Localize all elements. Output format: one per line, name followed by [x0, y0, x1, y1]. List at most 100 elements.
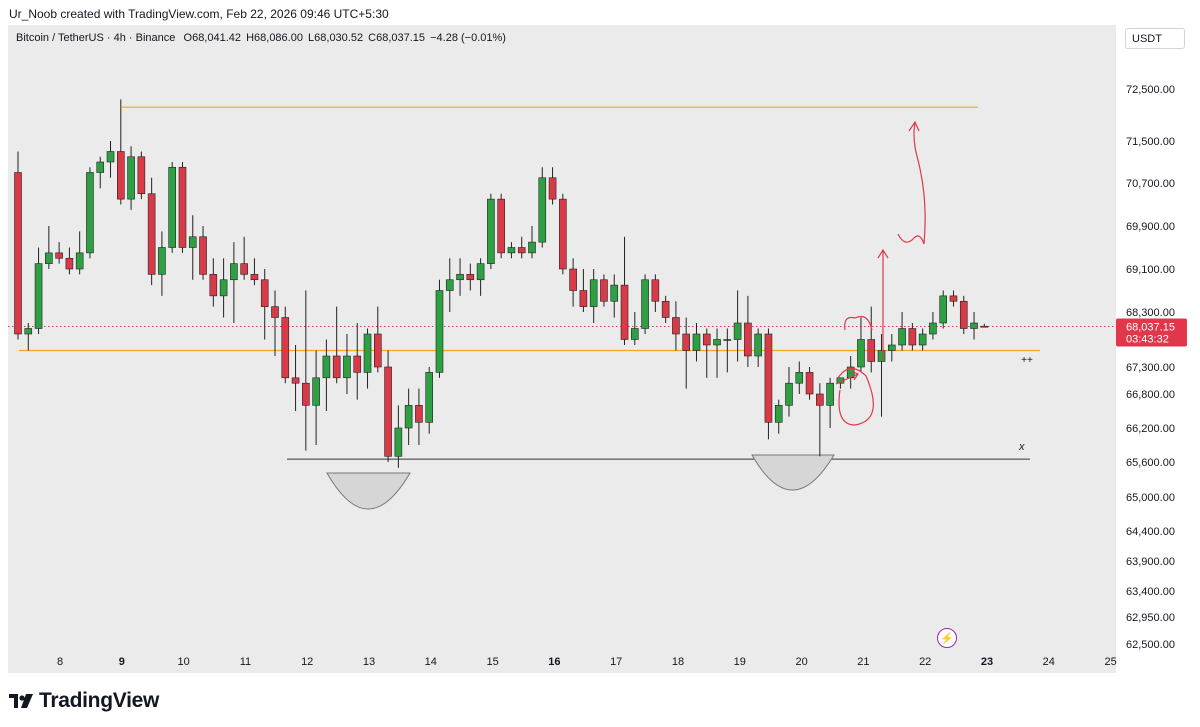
candle-body [456, 274, 464, 281]
candle-body [168, 166, 176, 248]
candle-body [816, 393, 824, 406]
candle-body [774, 405, 783, 423]
candle-body [281, 317, 290, 379]
cup-shape-left [326, 472, 411, 510]
y-tick-label: 65,000.00 [1126, 492, 1175, 504]
candle-body [34, 263, 43, 329]
y-tick-label: 72,500.00 [1126, 84, 1175, 96]
candle-body [826, 382, 834, 406]
candle-body [487, 198, 495, 264]
candle-body [291, 377, 300, 384]
symbol-name[interactable]: Bitcoin / TetherUS · 4h · Binance [16, 32, 176, 44]
x-tick-label: 21 [857, 656, 869, 668]
x-tick-label: 23 [981, 656, 993, 668]
candle-body [45, 252, 53, 264]
candle-body [620, 284, 629, 340]
candle-body [949, 295, 958, 302]
current-price-label: 68,037.15 [1126, 321, 1175, 333]
candle-body [302, 382, 310, 406]
candle-body [65, 257, 74, 270]
candle-body [75, 252, 84, 270]
x-tick-label: 24 [1043, 656, 1055, 668]
x-tick-label: 15 [486, 656, 498, 668]
candle-body [548, 177, 557, 200]
candle-body [199, 236, 207, 275]
candle-body [867, 339, 876, 362]
close-value: C68,037.15 [368, 32, 426, 44]
x-tick-label: 8 [57, 656, 63, 668]
candle-body [970, 322, 978, 329]
x-tick-label: 17 [610, 656, 622, 668]
candle-body [219, 279, 228, 297]
candle-body [641, 279, 649, 329]
x-tick-label: 20 [795, 656, 807, 668]
drawn-circle [837, 367, 874, 426]
currency-selector[interactable]: USDT [1125, 28, 1185, 49]
x-tick-label: 9 [119, 656, 125, 668]
candle-body [240, 263, 248, 275]
chart-panel[interactable] [8, 25, 1116, 673]
price-axis[interactable] [1116, 25, 1200, 673]
low-value: L68,030.52 [308, 32, 364, 44]
candle-body [158, 247, 166, 275]
drawn-target-arrow [897, 120, 926, 245]
candle-body [682, 333, 691, 351]
candle-body [733, 322, 742, 340]
candle-body [137, 156, 146, 195]
y-tick-label: 65,600.00 [1126, 457, 1175, 469]
candle-body [343, 355, 351, 379]
high-value: H68,086.00 [246, 32, 303, 44]
change-value: −4.28 (−0.01%) [430, 32, 506, 44]
y-tick-label: 62,500.00 [1126, 639, 1175, 651]
y-tick-label: 68,300.00 [1126, 307, 1175, 319]
candle-body [312, 377, 320, 406]
candle-body [14, 172, 22, 335]
candle-body [127, 156, 135, 200]
y-tick-label: 67,300.00 [1126, 362, 1175, 374]
candle-body [908, 328, 917, 346]
flash-icon[interactable]: ⚡ [937, 628, 957, 648]
candle-body [898, 328, 906, 346]
candle-body [651, 279, 660, 302]
cup-shape-right [751, 454, 835, 491]
candle-body [877, 350, 886, 362]
symbol-legend: Bitcoin / TetherUS · 4h · Binance O68,04… [16, 32, 508, 44]
candle-body [857, 339, 865, 368]
candle-body [322, 355, 331, 379]
candle-body [538, 177, 547, 243]
candle-body [86, 172, 94, 254]
current-price-badge [1116, 318, 1187, 347]
candle-body [528, 241, 536, 254]
candle-body [610, 284, 619, 302]
x-tick-label: 14 [425, 656, 437, 668]
drawn-small-arrow [835, 370, 859, 385]
y-tick-label: 69,900.00 [1126, 221, 1175, 233]
x-tick-label: 13 [363, 656, 375, 668]
drawn-loop [844, 315, 873, 331]
annotation-plus: ++ [1021, 355, 1033, 366]
candle-body [959, 300, 968, 329]
candle-body [466, 274, 475, 281]
x-tick-label: 12 [301, 656, 313, 668]
candle-body [117, 151, 125, 200]
candle-body [404, 405, 413, 429]
x-tick-label: 10 [177, 656, 189, 668]
candle-body [702, 333, 711, 346]
y-tick-label: 69,100.00 [1126, 264, 1175, 276]
candle-body [178, 166, 187, 248]
candle-body [754, 333, 762, 357]
tradingview-logo[interactable]: TradingView [9, 689, 159, 713]
candle-body [795, 372, 804, 384]
y-tick-label: 70,700.00 [1126, 178, 1175, 190]
y-tick-label: 64,400.00 [1126, 526, 1175, 538]
candle-body [353, 355, 362, 373]
x-tick-label: 18 [672, 656, 684, 668]
candle-body [579, 290, 588, 307]
candle-body [24, 328, 33, 335]
countdown-label: 03:43:32 [1126, 333, 1169, 345]
candle-body [373, 333, 382, 368]
candle-body [713, 339, 721, 346]
x-tick-label: 11 [240, 656, 251, 668]
candle-body [332, 355, 341, 379]
